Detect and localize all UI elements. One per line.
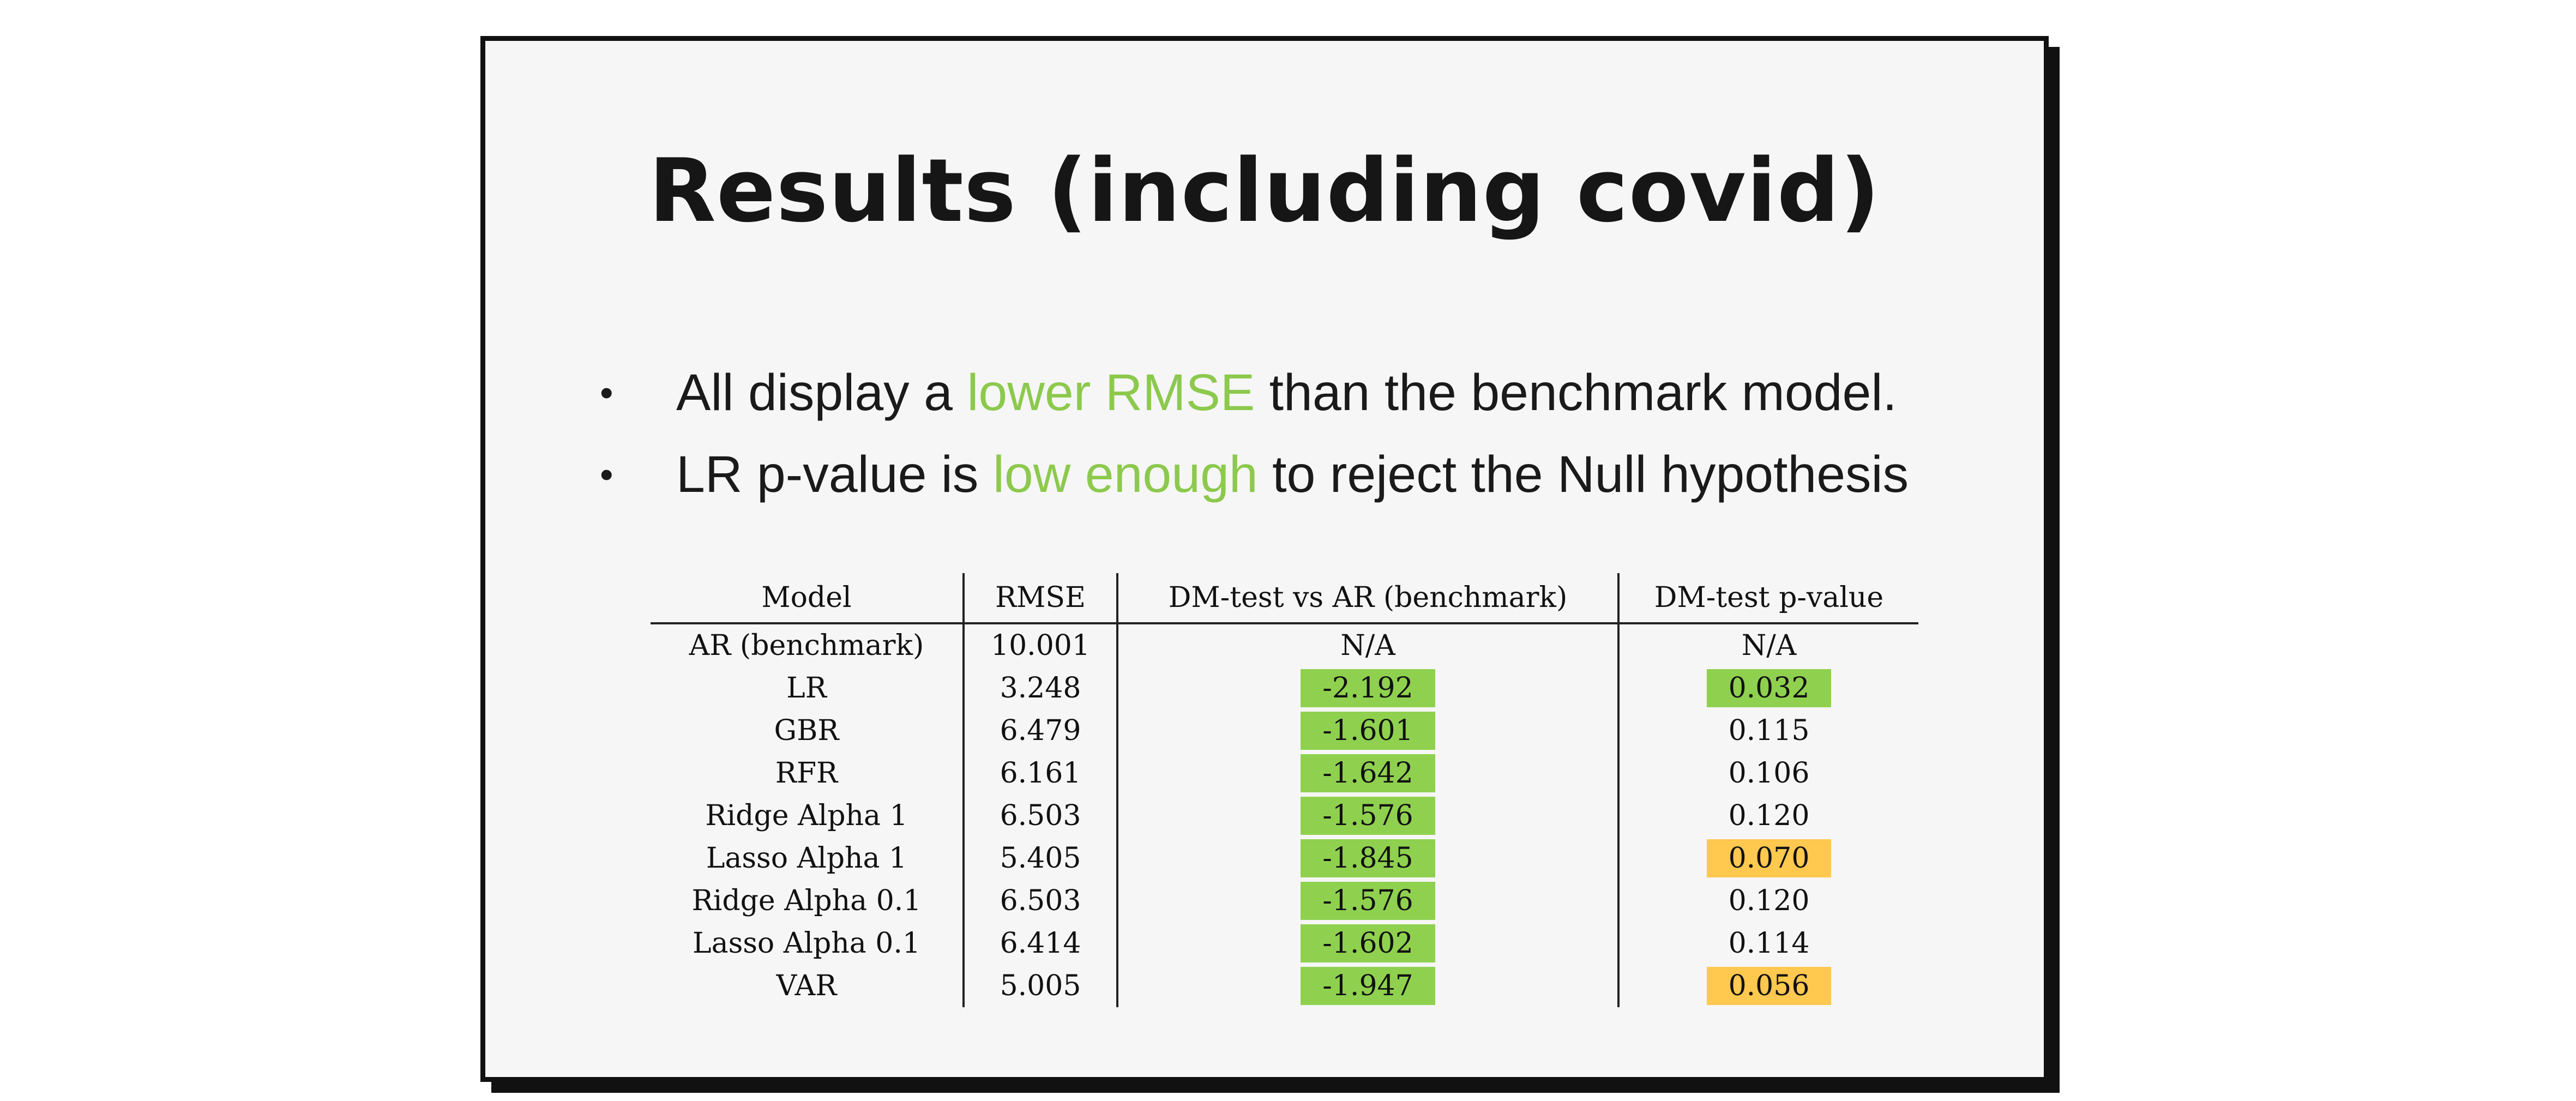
slide: Results (including covid) • All display …: [480, 36, 2049, 1082]
cell-dm-test: -1.576: [1116, 880, 1618, 922]
cell-rmse: 6.414: [962, 922, 1117, 965]
cell-p-value: 0.106: [1617, 752, 1918, 795]
cell-dm-test: -2.192: [1116, 667, 1618, 709]
cell-dm-test: N/A: [1116, 623, 1618, 667]
p-value: 0.114: [1728, 927, 1810, 960]
cell-dm-test: -1.602: [1116, 922, 1618, 965]
p-value: 0.032: [1706, 669, 1832, 707]
dm-test-value: -2.192: [1301, 669, 1435, 707]
cell-p-value: 0.114: [1617, 922, 1918, 965]
cell-rmse: 6.161: [962, 752, 1117, 795]
table-row: VAR 5.005 -1.947 0.056: [651, 965, 1918, 1007]
p-value: 0.120: [1728, 799, 1810, 832]
header-rmse: RMSE: [962, 573, 1117, 624]
dm-test-value: -1.576: [1301, 882, 1435, 920]
p-value: N/A: [1741, 629, 1797, 662]
table-row: RFR 6.161 -1.642 0.106: [651, 752, 1918, 795]
cell-model: VAR: [776, 970, 837, 1002]
slide-title: Results (including covid): [648, 140, 1881, 242]
cell-p-value: 0.120: [1617, 880, 1918, 922]
bullet-item: • All display a lower RMSE than the benc…: [600, 352, 1909, 434]
cell-p-value: 0.070: [1617, 837, 1918, 880]
cell-dm-test: -1.601: [1116, 709, 1618, 752]
cell-p-value: 0.120: [1617, 795, 1918, 837]
p-value: 0.120: [1728, 885, 1810, 917]
table-row: GBR 6.479 -1.601 0.115: [651, 709, 1918, 752]
cell-model: Ridge Alpha 1: [705, 799, 908, 832]
table-row: Lasso Alpha 0.1 6.414 -1.602 0.114: [651, 922, 1918, 965]
bullet-item: • LR p-value is low enough to reject the…: [600, 434, 1909, 515]
p-value: 0.070: [1706, 839, 1832, 877]
dm-test-value: -1.602: [1301, 924, 1435, 962]
header-model: Model: [651, 573, 964, 624]
cell-rmse: 6.503: [962, 795, 1117, 837]
header-p-value: DM-test p-value: [1617, 573, 1918, 624]
cell-model: Lasso Alpha 1: [706, 842, 907, 875]
cell-dm-test: -1.845: [1116, 837, 1618, 880]
cell-rmse: 3.248: [962, 667, 1117, 709]
table-row: Lasso Alpha 1 5.405 -1.845 0.070: [651, 837, 1918, 880]
cell-dm-test: -1.576: [1116, 795, 1618, 837]
table-body: AR (benchmark) 10.001 N/A N/A LR 3.248 -2.192 0…: [651, 623, 1918, 1007]
results-table: Model RMSE DM-test vs AR (benchmark) DM-…: [651, 573, 1918, 1007]
p-value: 0.115: [1728, 714, 1810, 747]
bullet-dot-icon: •: [600, 371, 613, 414]
cell-p-value: 0.032: [1617, 667, 1918, 709]
cell-dm-test: -1.947: [1116, 965, 1618, 1007]
cell-model: RFR: [775, 757, 838, 790]
cell-p-value: 0.056: [1617, 965, 1918, 1007]
bullet-list: • All display a lower RMSE than the benc…: [600, 352, 1909, 515]
table-row: Ridge Alpha 1 6.503 -1.576 0.120: [651, 795, 1918, 837]
table-row: LR 3.248 -2.192 0.032: [651, 667, 1918, 709]
dm-test-value: -1.845: [1301, 839, 1435, 877]
cell-rmse: 6.503: [962, 880, 1117, 922]
dm-test-value: -1.642: [1301, 754, 1435, 792]
bullet-text: than the benchmark model.: [1255, 364, 1897, 422]
cell-p-value: 0.115: [1617, 709, 1918, 752]
dm-test-value: -1.601: [1301, 712, 1435, 750]
bullet-text: All display a: [676, 364, 967, 422]
table-row: Ridge Alpha 0.1 6.503 -1.576 0.120: [651, 880, 1918, 922]
bullet-highlight: low enough: [992, 446, 1258, 503]
dm-test-value: N/A: [1340, 629, 1395, 662]
table-row: AR (benchmark) 10.001 N/A N/A: [651, 623, 1918, 667]
table-header-row: Model RMSE DM-test vs AR (benchmark) DM-…: [651, 573, 1918, 624]
cell-model: LR: [786, 672, 827, 705]
cell-rmse: 5.005: [962, 965, 1117, 1007]
bullet-text: LR p-value is: [676, 446, 993, 503]
cell-rmse: 5.405: [962, 837, 1117, 880]
bullet-highlight: lower RMSE: [967, 364, 1255, 422]
dm-test-value: -1.576: [1301, 797, 1435, 835]
cell-model: GBR: [774, 714, 839, 747]
cell-model: Lasso Alpha 0.1: [693, 927, 920, 960]
bullet-dot-icon: •: [600, 453, 613, 496]
bullet-text: to reject the Null hypothesis: [1257, 446, 1909, 503]
cell-rmse: 6.479: [962, 709, 1117, 752]
cell-rmse: 10.001: [962, 623, 1117, 667]
cell-p-value: N/A: [1617, 623, 1918, 667]
header-dm-test: DM-test vs AR (benchmark): [1116, 573, 1618, 624]
p-value: 0.056: [1706, 967, 1832, 1005]
cell-model: AR (benchmark): [689, 629, 924, 662]
p-value: 0.106: [1728, 757, 1810, 790]
cell-model: Ridge Alpha 0.1: [691, 885, 922, 917]
cell-dm-test: -1.642: [1116, 752, 1618, 795]
dm-test-value: -1.947: [1301, 967, 1435, 1005]
